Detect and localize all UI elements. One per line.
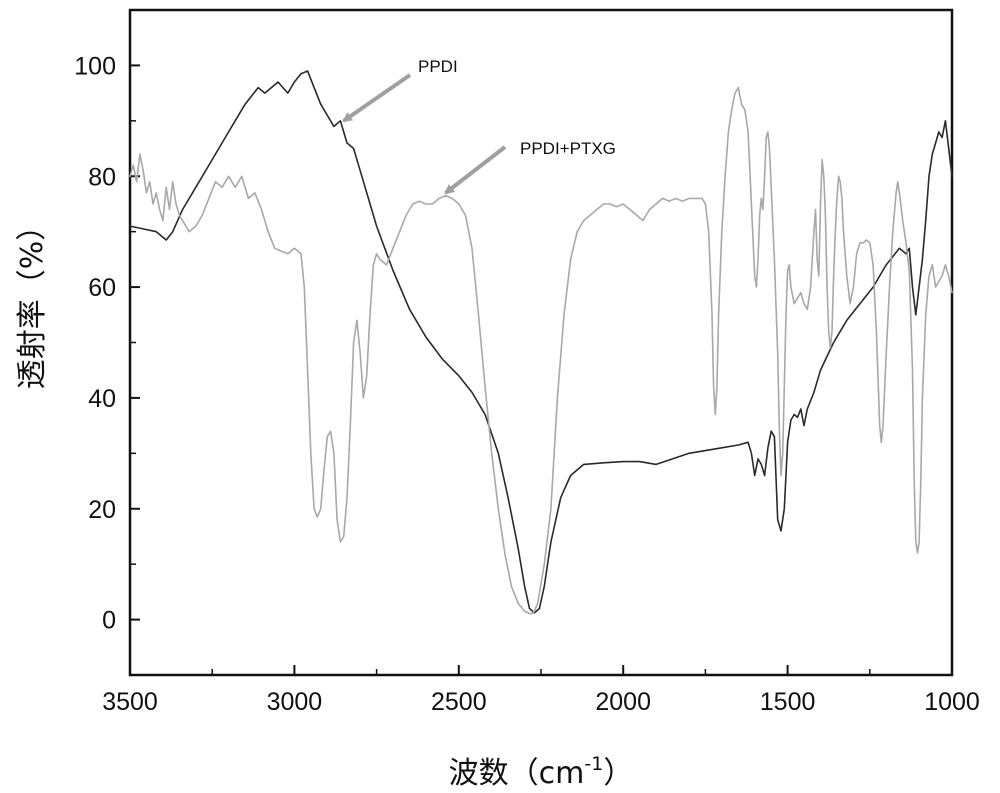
x-axis-ticks: 3500 3000 2500 2000 1500 1000 (102, 665, 980, 716)
y-tick-label: 20 (88, 496, 116, 524)
y-tick-label: 100 (74, 52, 116, 80)
annotation-arrow (342, 73, 412, 123)
series-layer (129, 70, 953, 615)
x-axis-title: 波数（cm-1） (449, 753, 634, 791)
x-tick-label: 2000 (595, 688, 651, 716)
x-tick-label: 1000 (924, 688, 980, 716)
series-line-ppdi-ptxg (129, 86, 953, 615)
x-tick-label: 3000 (267, 688, 323, 716)
y-tick-label: 40 (88, 385, 116, 413)
annotations-layer: PPDI PPDI+PTXG (342, 57, 616, 195)
x-tick-label: 1500 (760, 688, 816, 716)
y-tick-label: 60 (88, 274, 116, 302)
plot-frame (128, 8, 954, 677)
y-tick-label: 0 (102, 607, 116, 635)
annotation-label: PPDI+PTXG (520, 139, 616, 158)
x-tick-label: 2500 (431, 688, 487, 716)
series-line-ppdi (129, 70, 953, 614)
x-tick-label: 3500 (102, 688, 158, 716)
y-tick-label: 80 (88, 163, 116, 191)
y-axis-title: 透射率（%） (15, 211, 50, 390)
annotation-arrow (444, 145, 507, 195)
y-axis-ticks: 0 20 40 60 80 100 (74, 9, 140, 676)
annotation-label: PPDI (418, 57, 458, 76)
